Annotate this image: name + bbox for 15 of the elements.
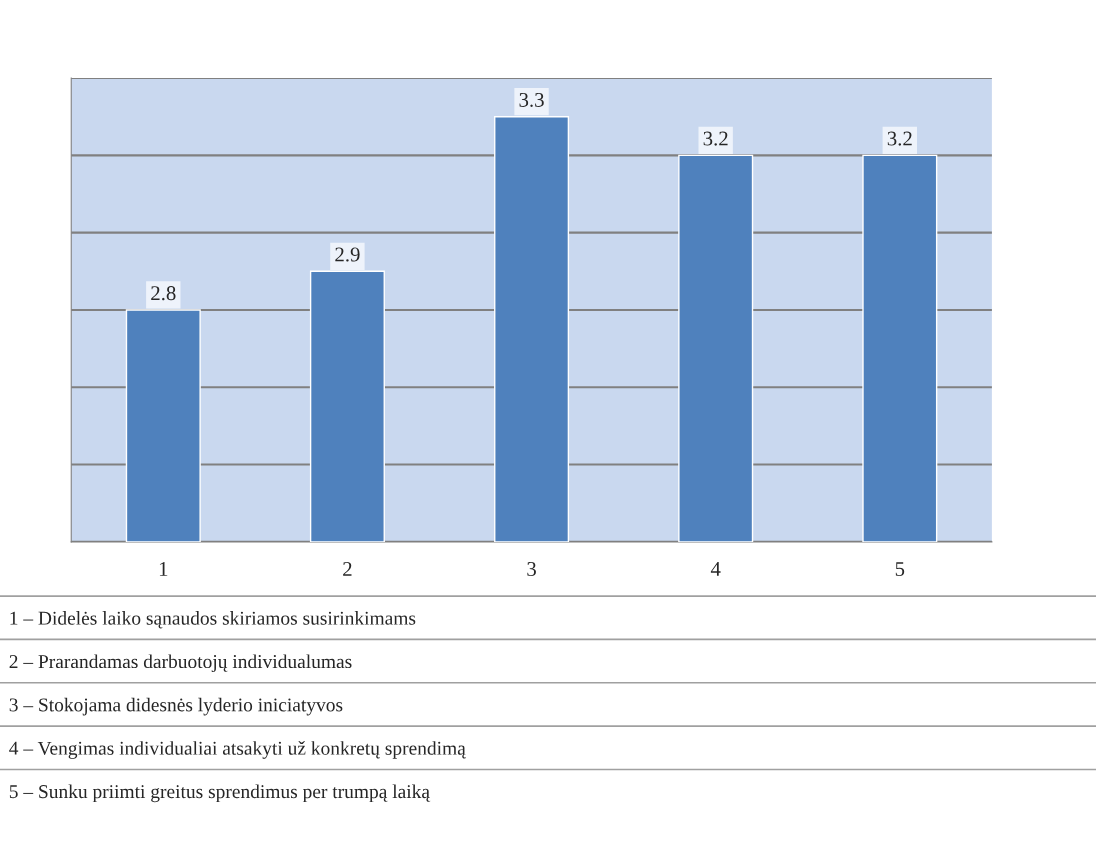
text: 4 – Vengimas individualiai atsakyti už konkretų sprendimą — [9, 741, 467, 759]
x-tick-label: 1 — [159, 562, 168, 576]
data-label: 3.2 — [703, 131, 728, 146]
data-label: 3.2 — [887, 131, 912, 146]
x-tick-label: 3 — [527, 561, 536, 576]
text: 1 – Didelės laiko sąnaudos skiriamos susirinkimams — [10, 611, 416, 629]
x-tick-label: 4 — [710, 562, 721, 576]
x-tick-label: 5 — [895, 562, 905, 576]
text: 2 – Prarandamas darbuotojų individualumas — [9, 654, 352, 673]
data-label: 2.9 — [335, 247, 360, 262]
data-label: 3.3 — [519, 92, 544, 107]
text: 5 – Sunku priimti greitus sprendimus per trumpą laiką — [9, 784, 431, 803]
x-tick-label: 2 — [343, 561, 352, 576]
text: 3 – Stokojama didesnės lyderio iniciatyvos — [9, 697, 343, 716]
data-label: 2.8 — [151, 286, 176, 301]
